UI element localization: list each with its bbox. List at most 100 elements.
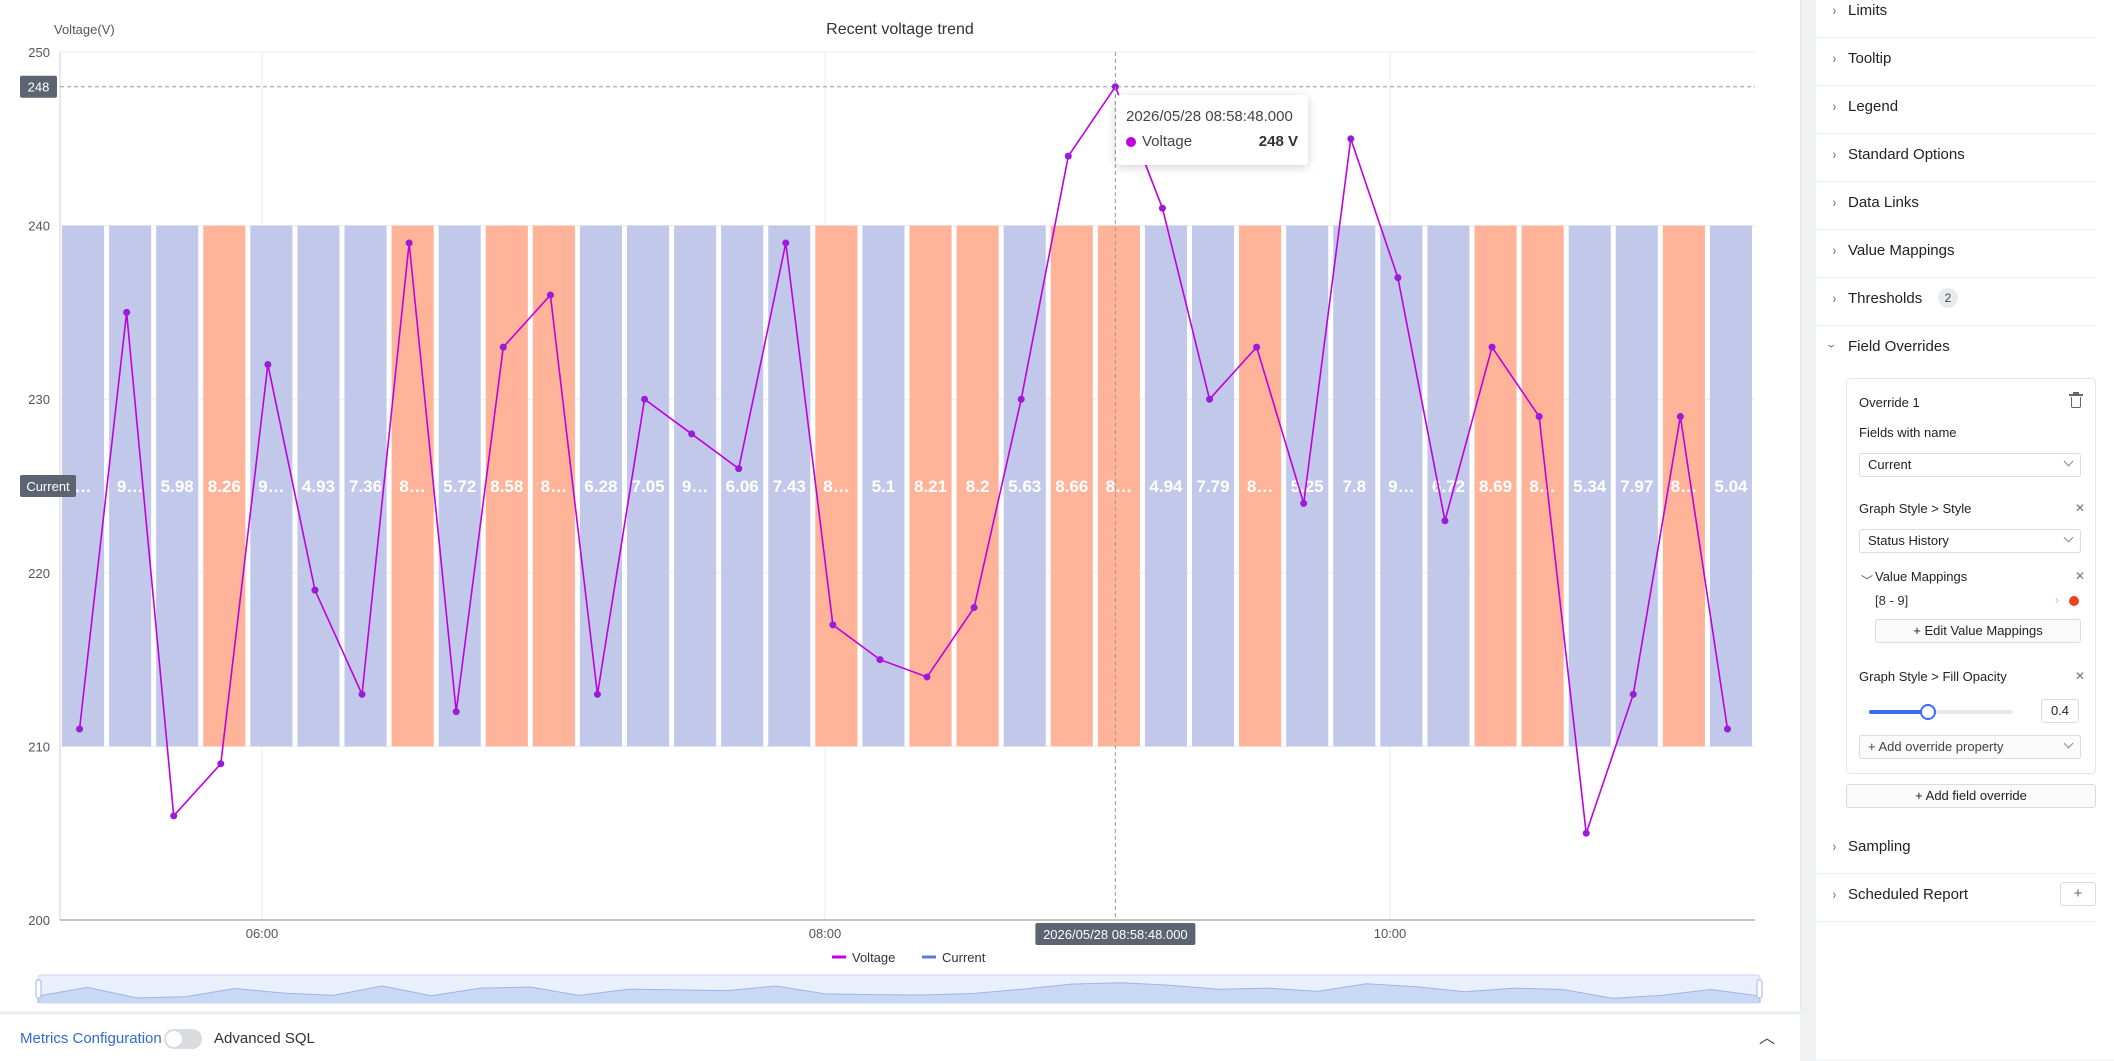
- current-bar-label: 5.25: [1291, 477, 1324, 496]
- section-sampling[interactable]: › Sampling: [1816, 826, 2096, 874]
- edit-value-mappings-button[interactable]: + Edit Value Mappings: [1875, 619, 2081, 643]
- voltage-point: [1206, 395, 1214, 403]
- chevron-right-icon: ›: [1832, 838, 1836, 854]
- section-label: Standard Options: [1848, 146, 1965, 163]
- current-bar-label: 4.94: [1149, 477, 1183, 496]
- voltage-point: [452, 708, 460, 716]
- value-mapping-range: [8 - 9]: [1875, 593, 1909, 608]
- current-bar-label: 8…: [823, 477, 849, 496]
- remove-fill-opacity-icon[interactable]: ✕: [2075, 669, 2086, 683]
- current-status-bar: [627, 225, 670, 747]
- current-status-bar: [956, 225, 999, 747]
- matcher-select[interactable]: Current: [1859, 453, 2081, 477]
- voltage-point: [1111, 83, 1119, 91]
- voltage-point: [76, 725, 84, 733]
- current-badge-label: Current: [26, 479, 70, 494]
- voltage-point: [546, 291, 554, 299]
- current-bar-label: 8.2: [966, 477, 990, 496]
- current-status-bar: [1333, 225, 1376, 747]
- section-label: Legend: [1848, 98, 1899, 115]
- override-card: Override 1 Fields with name Current Grap…: [1846, 378, 2096, 774]
- legend-label: Voltage: [852, 950, 895, 965]
- current-status-bar: [579, 225, 622, 747]
- section-label: Field Overrides: [1848, 338, 1950, 355]
- chevron-down-icon: [2063, 456, 2074, 467]
- current-bar-label: 7.05: [631, 477, 664, 496]
- current-bar-label: 7.79: [1196, 477, 1229, 496]
- section-thresholds[interactable]: › Thresholds 2: [1816, 278, 2096, 326]
- tooltip-time: 2026/05/28 08:58:48.000: [1126, 108, 1293, 125]
- tooltip-series-dot-icon: [1126, 136, 1136, 147]
- current-status-bar: [1615, 225, 1658, 747]
- voltage-point: [1347, 135, 1355, 143]
- voltage-point: [358, 690, 366, 698]
- fill-opacity-input[interactable]: 0.4: [2041, 699, 2079, 723]
- voltage-point: [170, 812, 178, 820]
- current-bar-label: 4.93: [302, 477, 335, 496]
- section-standard-options[interactable]: › Standard Options: [1816, 134, 2096, 182]
- remove-style-property-icon[interactable]: ✕: [2075, 501, 2086, 515]
- voltage-point: [1300, 499, 1308, 507]
- style-value: Status History: [1868, 533, 1949, 548]
- current-status-bar: [1662, 225, 1705, 747]
- chevron-up-icon[interactable]: ︿: [1758, 1030, 1775, 1047]
- section-label: Thresholds: [1848, 290, 1923, 307]
- voltage-point: [1488, 343, 1496, 351]
- current-status-bar: [203, 225, 246, 747]
- zoom-handle-left: [35, 979, 42, 999]
- metrics-configuration-link[interactable]: Metrics Configuration: [20, 1030, 162, 1047]
- add-scheduled-report-button[interactable]: +: [2060, 882, 2096, 906]
- current-bar-label: 8.26: [208, 477, 241, 496]
- current-status-bar: [438, 225, 481, 747]
- advanced-sql-toggle[interactable]: [164, 1029, 202, 1049]
- add-field-override-button[interactable]: + Add field override: [1846, 784, 2096, 808]
- override-title: Override 1: [1859, 395, 1920, 410]
- current-bar-label: 9…: [682, 477, 708, 496]
- current-bar-label: 6.72: [1432, 477, 1465, 496]
- current-bar-label: 8.21: [914, 477, 947, 496]
- tooltip-row: Voltage 248 V: [1126, 133, 1298, 150]
- section-value-mappings[interactable]: › Value Mappings: [1816, 230, 2096, 278]
- current-bar-label: 8…: [1529, 477, 1555, 496]
- chevron-right-icon: ›: [1832, 886, 1836, 902]
- section-data-links[interactable]: › Data Links: [1816, 182, 2096, 230]
- current-status-bar: [815, 225, 858, 747]
- chevron-down-icon[interactable]: ﹀: [1861, 574, 1874, 588]
- fill-opacity-slider[interactable]: [1869, 704, 2013, 720]
- section-legend[interactable]: › Legend: [1816, 86, 2096, 134]
- remove-value-mappings-icon[interactable]: ✕: [2075, 569, 2086, 583]
- slider-knob[interactable]: [1919, 704, 1936, 720]
- current-bar-label: 8…: [1247, 477, 1273, 496]
- current-status-bar: [1474, 225, 1517, 747]
- tooltip-series-name: Voltage: [1142, 133, 1193, 150]
- voltage-point: [311, 586, 319, 594]
- current-bar-label: 9…: [1388, 477, 1414, 496]
- current-status-bar: [1239, 225, 1282, 747]
- add-override-property-select[interactable]: + Add override property: [1859, 735, 2081, 759]
- thresholds-count-badge: 2: [1938, 288, 1958, 308]
- chevron-down-icon: [2063, 738, 2074, 749]
- section-tooltip[interactable]: › Tooltip: [1816, 38, 2096, 86]
- current-status-bar: [1286, 225, 1329, 747]
- voltage-point: [1253, 343, 1261, 351]
- y-tick-label: 210: [28, 739, 50, 754]
- current-status-bar: [156, 225, 199, 747]
- current-status-bar: [250, 225, 293, 747]
- voltage-point: [1017, 395, 1025, 403]
- style-select[interactable]: Status History: [1859, 529, 2081, 553]
- section-limits[interactable]: › Limits: [1816, 0, 2096, 38]
- section-scheduled-report[interactable]: › Scheduled Report +: [1816, 874, 2096, 922]
- y-axis-title: Voltage(V): [54, 22, 115, 37]
- current-status-bar: [485, 225, 528, 747]
- voltage-point: [1629, 690, 1637, 698]
- voltage-point: [970, 604, 978, 612]
- section-label: Sampling: [1848, 838, 1911, 855]
- trash-icon[interactable]: [2069, 392, 2083, 409]
- chevron-down-icon: ›: [1824, 344, 1841, 348]
- mapping-color-swatch[interactable]: [2069, 596, 2079, 606]
- arrow-right-icon: ›: [2055, 593, 2059, 607]
- current-bar-label: 5.98: [161, 477, 194, 496]
- chevron-right-icon: ›: [1832, 2, 1836, 18]
- section-label: Value Mappings: [1848, 242, 1955, 259]
- section-field-overrides[interactable]: › Field Overrides: [1816, 326, 2096, 373]
